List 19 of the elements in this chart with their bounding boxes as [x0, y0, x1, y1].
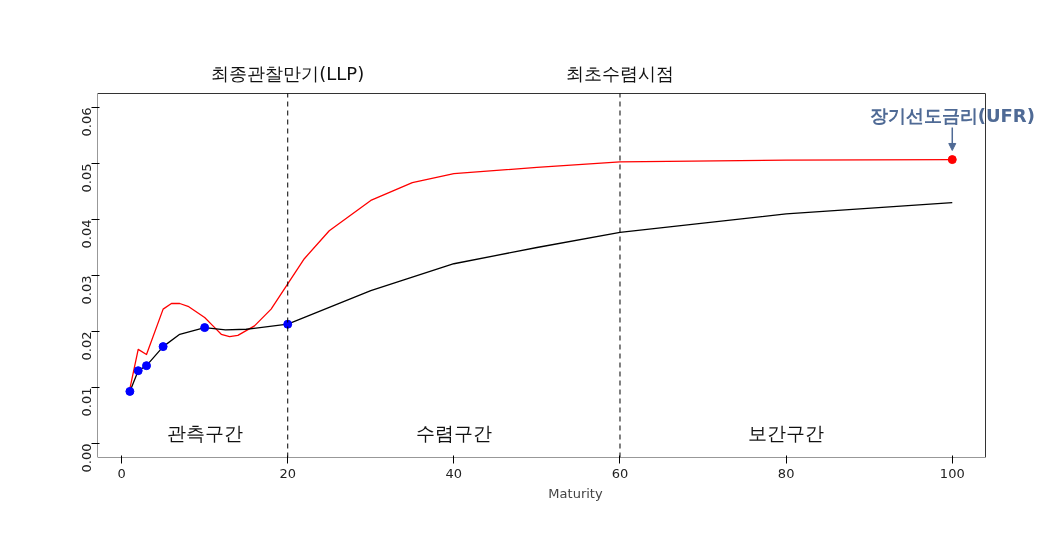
y-tick-label: 0.04: [79, 219, 94, 249]
ref-line-label: 최초수렴시점: [566, 62, 674, 84]
x-tick-label: 0: [117, 465, 126, 481]
x-tick-label: 80: [777, 465, 795, 481]
y-tick-label: 0.03: [79, 275, 94, 305]
x-tick-label: 60: [611, 465, 629, 481]
annotation: 보간구간: [748, 421, 825, 444]
y-tick-label: 0.02: [79, 331, 94, 361]
ref-line-label: 최종관찰만기(LLP): [211, 62, 365, 84]
x-tick-label: 20: [279, 465, 296, 481]
x-tick-label: 100: [939, 465, 965, 481]
annotation: 수렴구간: [415, 421, 492, 444]
x-axis-title: Maturity: [548, 485, 603, 501]
x-tick-label: 40: [445, 465, 463, 481]
y-tick-label: 0.00: [79, 443, 94, 473]
y-tick-label: 0.01: [79, 387, 94, 417]
y-tick-label: 0.05: [79, 163, 94, 193]
y-tick-label: 0.06: [79, 107, 94, 137]
annotation: 관측구간: [166, 421, 243, 444]
